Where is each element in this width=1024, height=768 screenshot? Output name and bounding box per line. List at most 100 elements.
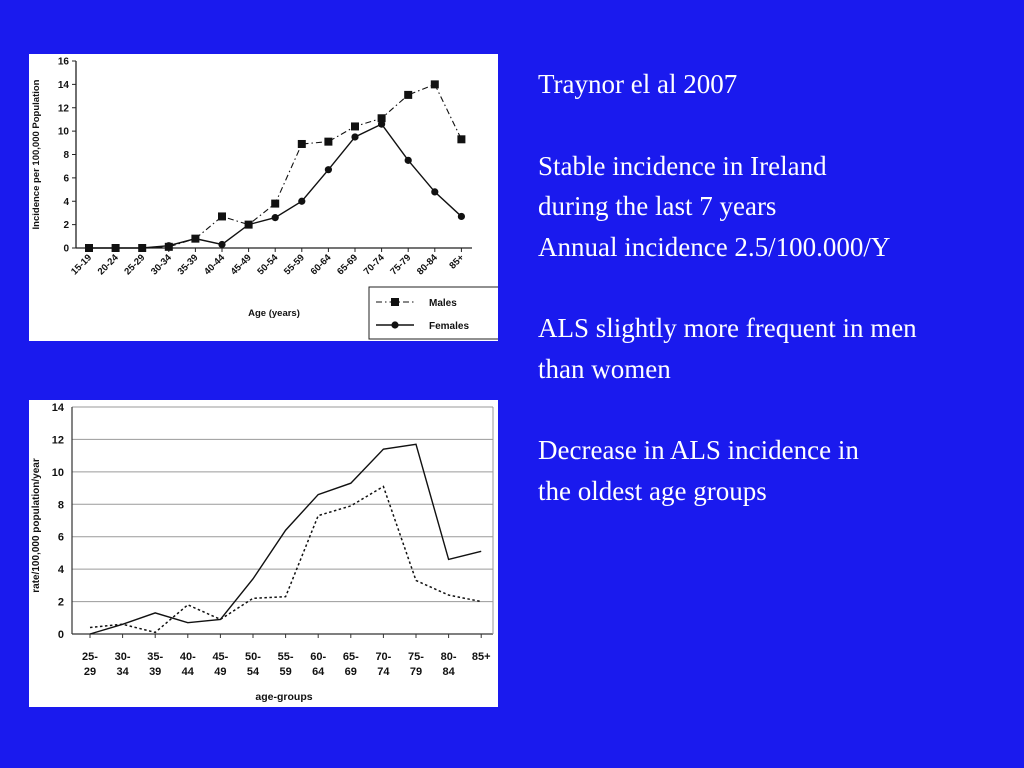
chart1-legend-males-marker (391, 298, 399, 306)
chart1-males-point (244, 220, 253, 229)
chart2-x-tick-label-line2: 39 (149, 666, 161, 678)
citation-text: Traynor el al 2007 (538, 69, 738, 99)
chart1-legend-box (368, 286, 498, 340)
chart1-y-axis-title: Incidence per 100,000 Population (31, 79, 42, 229)
chart1-males-point (404, 90, 413, 99)
chart1-legend-females-label: Females (429, 321, 469, 332)
chart1-y-tick-label: 2 (63, 220, 69, 231)
chart2-series-dotted-line (89, 485, 482, 634)
chart1-y-tick-label: 6 (63, 173, 69, 184)
chart1-x-tick-label: 65-69 (335, 252, 360, 277)
chart2-y-tick-label: 12 (52, 434, 64, 446)
chart2-x-tick-label-line2: 54 (247, 666, 260, 678)
chart2-x-tick-label-line1: 40- (180, 651, 196, 663)
chart2-x-tick-label-line1: 80- (441, 651, 457, 663)
chart2-x-tick-label: 85+ (472, 651, 491, 663)
chart2-y-tick-label: 14 (52, 402, 65, 414)
chart1-x-tick-label: 70-74 (362, 252, 387, 277)
chart2-y-tick-label: 6 (58, 532, 64, 544)
chart2-y-tick-label: 8 (58, 499, 64, 511)
chart1-svg: 0 2 4 6 8 10 12 14 16 15-19 20-24 25-29 30-34 35-39 40… (31, 57, 498, 340)
chart2-y-tick-label: 0 (58, 629, 64, 641)
chart1-x-tick-label: 40-44 (202, 252, 227, 277)
chart1-x-tick-label: 85+ (447, 252, 466, 271)
chart1-males-point (297, 139, 306, 148)
chart1-y-tick-label: 10 (58, 127, 70, 138)
sex-difference-para: ALS slightly more frequent in men than w… (538, 308, 1024, 389)
age-decrease-para: Decrease in ALS incidence in the oldest … (538, 430, 1024, 511)
para1-line-3: Annual incidence 2.5/100.000/Y (538, 231, 891, 262)
para1-line-2: during the last 7 years (538, 191, 777, 221)
chart1-males-point (111, 244, 120, 252)
chart1-x-tick-label: 30-34 (149, 252, 174, 277)
chart2-x-tick-label-line2: 44 (182, 666, 195, 678)
chart2-x-tick-label-line2: 29 (84, 666, 96, 678)
chart1-females-point (404, 156, 412, 164)
chart1-y-tick-label: 4 (63, 197, 69, 208)
slide-text: Traynor el al 2007 Stable incidence in I… (538, 64, 1024, 552)
chart2-x-tick-label-line1: 65- (343, 651, 359, 663)
chart2-x-tick-label-line2: 69 (345, 666, 357, 678)
chart2-y-tick-label: 2 (58, 597, 64, 609)
chart1-males-point (138, 244, 147, 252)
chart2-x-tick-label-line2: 34 (116, 666, 129, 678)
chart1-legend-females-marker (391, 321, 399, 329)
chart2-x-tick-label-line2: 74 (377, 666, 390, 678)
chart2-y-tick-label: 4 (58, 564, 65, 576)
chart1-y-tick-label: 0 (63, 244, 69, 255)
chart2-x-tick-label-line2: 84 (442, 666, 455, 678)
chart1-females-point (457, 212, 465, 221)
chart2-x-tick-label-line1: 25- (82, 651, 98, 663)
para1-line-1: Stable incidence in Ireland (538, 150, 827, 181)
chart2-x-tick-label-line1: 70- (375, 651, 391, 663)
chart1-x-tick-label: 75-79 (388, 252, 413, 277)
stable-incidence-para: Stable incidence in Ireland during the l… (538, 146, 1024, 268)
para3-line-2: the oldest age groups (538, 475, 767, 506)
citation-para: Traynor el al 2007 (538, 64, 1024, 105)
chart1-legend-males-label: Males (429, 298, 457, 309)
chart1-males-point (85, 244, 93, 252)
chart1-males-point (191, 234, 200, 243)
chart2-y-tick-label: 10 (52, 467, 64, 479)
chart2-x-tick-label-line1: 45- (212, 651, 228, 663)
chart1-females-point (218, 240, 226, 249)
chart1-x-axis-title: Age (years) (248, 308, 300, 319)
chart1-males-point (164, 242, 173, 251)
chart1-x-tick-label: 45-49 (229, 252, 254, 277)
chart1-y-tick-label: 8 (63, 150, 69, 161)
chart1-females-point (271, 214, 279, 222)
chart2-x-tick-label-line1: 30- (115, 651, 131, 663)
chart2-x-tick-label-line2: 49 (214, 666, 226, 678)
chart1-x-tick-label: 35-39 (176, 252, 201, 277)
chart2-svg: 0 2 4 6 8 10 12 14 25- 29 30- 34 35- 39 40- 44 45- 49 50- 5… (31, 402, 494, 703)
chart1-x-tick-label: 55-59 (282, 252, 307, 277)
chart1-y-tick-label: 12 (58, 103, 70, 114)
chart1-x-tick-label: 80-84 (415, 252, 440, 277)
chart1-males-point (457, 135, 466, 144)
chart1-legend: Males Females (368, 286, 498, 340)
chart1-males-point (271, 199, 280, 208)
chart1-series-females-line (89, 123, 462, 249)
chart1-males-point (218, 212, 226, 221)
chart2-x-tick-label-line2: 59 (279, 666, 291, 678)
chart1-series-males-line (89, 83, 462, 249)
chart1-males-point (324, 137, 333, 146)
chart1-y-tick-label: 14 (58, 80, 70, 91)
chart1-females-point (324, 166, 332, 174)
para3-line-1: Decrease in ALS incidence in (538, 435, 859, 465)
chart1-y-tick-label: 16 (58, 57, 70, 68)
para2-line-1: ALS slightly more frequent in men (538, 313, 917, 343)
para2-line-2: than women (538, 353, 671, 384)
chart2-x-tick-label-line1: 75- (408, 651, 424, 663)
chart2-x-axis-title: age-groups (255, 691, 312, 703)
chart-rate-by-age-group: 0 2 4 6 8 10 12 14 25- 29 30- 34 35- 39 40- 44 45- 49 50- 5… (29, 400, 498, 707)
chart2-x-tick-label-line2: 79 (410, 666, 422, 678)
chart2-x-tick-label-line2: 64 (312, 666, 325, 678)
chart1-x-tick-label: 25-29 (122, 252, 147, 277)
chart1-females-point (298, 197, 306, 205)
chart2-x-tick-label-line1: 50- (245, 651, 261, 663)
chart1-x-tick-label: 50-54 (255, 252, 280, 277)
chart2-series-solid-line (89, 443, 482, 635)
chart2-x-tick-label-line1: 60- (310, 651, 326, 663)
chart1-females-point (351, 133, 359, 141)
